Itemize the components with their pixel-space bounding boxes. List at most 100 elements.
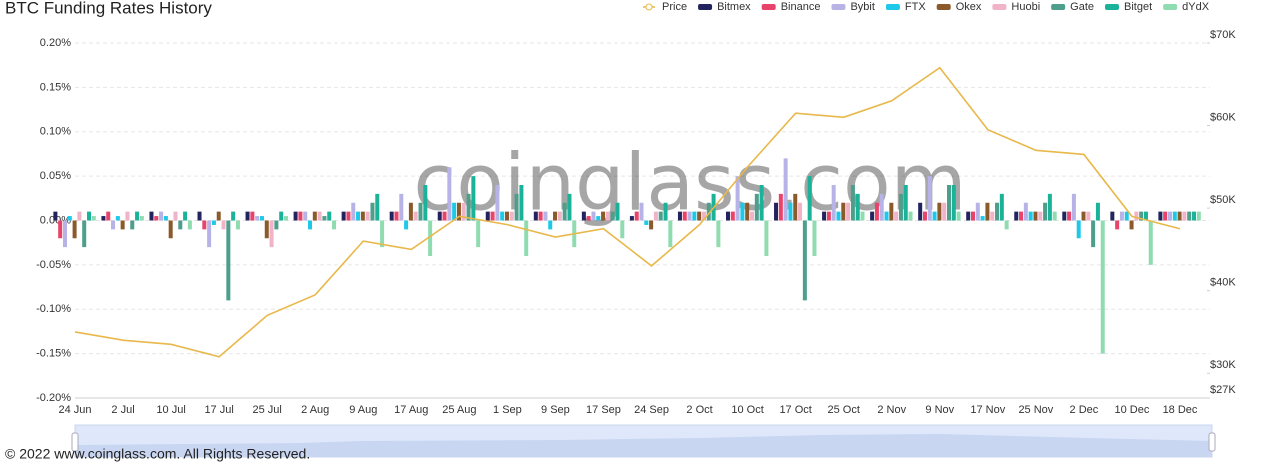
funding-bar xyxy=(1033,211,1038,221)
legend-item[interactable]: Gate xyxy=(1051,1,1094,13)
legend-swatch xyxy=(1163,4,1178,10)
funding-bar xyxy=(759,185,764,221)
legend-item[interactable]: Bitmex xyxy=(698,1,751,13)
legend-label: Gate xyxy=(1070,1,1094,13)
funding-bar xyxy=(197,211,202,221)
funding-bar xyxy=(183,211,188,221)
funding-bar xyxy=(509,211,514,221)
legend-swatch xyxy=(1051,4,1066,10)
funding-bar xyxy=(553,211,558,221)
legend-item[interactable]: Price xyxy=(643,1,687,13)
funding-bar xyxy=(135,211,140,221)
funding-bar xyxy=(543,211,548,221)
y2-tick-label: $27K xyxy=(1210,384,1236,396)
funding-bar xyxy=(519,185,524,221)
funding-bar xyxy=(1067,211,1072,221)
funding-bar xyxy=(846,202,851,221)
funding-bar xyxy=(850,185,855,221)
x-tick-label: 2 Dec xyxy=(1070,404,1099,416)
legend-item[interactable]: dYdX xyxy=(1163,1,1210,13)
legend-item[interactable]: Huobi xyxy=(992,1,1040,13)
legend-item[interactable]: FTX xyxy=(885,1,926,13)
x-tick-label: 17 Oct xyxy=(779,404,811,416)
funding-bar xyxy=(596,216,601,221)
funding-bar xyxy=(327,211,332,221)
funding-bar xyxy=(504,211,509,221)
funding-bar xyxy=(413,211,418,221)
funding-bar xyxy=(380,220,385,248)
funding-bar xyxy=(735,176,740,221)
legend-label: Price xyxy=(662,1,687,13)
legend-dot xyxy=(645,3,653,11)
legend-item[interactable]: Okex xyxy=(936,1,982,13)
legend-swatch xyxy=(1105,4,1119,10)
funding-bar xyxy=(985,202,990,221)
x-tick-label: 25 Oct xyxy=(827,404,859,416)
funding-bar xyxy=(106,211,111,221)
funding-bar xyxy=(1086,211,1091,221)
funding-bar xyxy=(942,202,947,221)
legend-label: Binance xyxy=(781,1,821,13)
chart-title: BTC Funding Rates History xyxy=(5,0,212,17)
funding-bar xyxy=(1163,211,1168,221)
funding-bar xyxy=(533,211,538,221)
funding-bar xyxy=(548,220,553,230)
funding-bar xyxy=(211,220,216,225)
legend-item[interactable]: Bitget xyxy=(1105,1,1152,13)
slider-handle-left[interactable] xyxy=(71,432,79,452)
x-tick-label: 17 Aug xyxy=(394,404,428,416)
slider-handle-right[interactable] xyxy=(1208,432,1216,452)
x-tick-label: 2 Oct xyxy=(686,404,712,416)
funding-bar xyxy=(918,202,923,221)
funding-bar xyxy=(1124,211,1129,221)
footer: © 2022 www.coinglass.com. All Rights Res… xyxy=(5,446,310,462)
funding-bar xyxy=(62,220,67,248)
y2-tick-label: $50K xyxy=(1210,194,1236,206)
funding-bar xyxy=(745,202,750,221)
funding-bar xyxy=(1167,211,1172,221)
funding-bar xyxy=(793,193,798,221)
funding-bar xyxy=(139,216,144,221)
funding-bar xyxy=(259,216,264,221)
funding-bar xyxy=(639,202,644,221)
funding-bar xyxy=(1091,220,1096,248)
funding-bar xyxy=(615,202,620,221)
funding-bar xyxy=(1143,211,1148,221)
legend-label: Bybit xyxy=(850,1,874,13)
funding-bar xyxy=(1158,211,1163,221)
funding-bar xyxy=(870,211,875,221)
legend-item[interactable]: Bybit xyxy=(831,1,875,13)
funding-bar xyxy=(1196,211,1201,221)
funding-bar xyxy=(221,220,226,230)
funding-bar xyxy=(1038,211,1043,221)
funding-bar xyxy=(677,211,682,221)
funding-bar xyxy=(1019,211,1024,221)
funding-bar xyxy=(783,158,788,221)
funding-bar xyxy=(87,211,92,221)
funding-bar xyxy=(812,220,817,256)
funding-bar xyxy=(524,220,529,256)
funding-bar xyxy=(485,211,490,221)
funding-bar xyxy=(798,202,803,221)
legend-item[interactable]: Binance xyxy=(761,1,821,13)
funding-bar xyxy=(754,193,759,221)
funding-bar xyxy=(898,193,903,221)
funding-bar xyxy=(91,216,96,221)
y-tick-label: -0.10% xyxy=(36,303,71,315)
legend-swatch xyxy=(936,4,951,10)
funding-bar xyxy=(149,211,154,221)
y-tick-label: 0.20% xyxy=(40,37,71,49)
funding-bar xyxy=(995,202,1000,221)
x-tick-label: 25 Jul xyxy=(252,404,281,416)
funding-bar xyxy=(101,216,106,221)
funding-bar xyxy=(653,211,658,221)
funding-bar xyxy=(1100,220,1105,354)
x-tick-label: 17 Sep xyxy=(586,404,621,416)
legend-swatch xyxy=(761,4,776,10)
funding-bar xyxy=(466,193,471,221)
funding-bar xyxy=(855,193,860,221)
funding-bar xyxy=(649,220,654,230)
x-tick-label: 17 Jul xyxy=(204,404,233,416)
funding-bar xyxy=(975,202,980,221)
funding-bar xyxy=(298,211,303,221)
